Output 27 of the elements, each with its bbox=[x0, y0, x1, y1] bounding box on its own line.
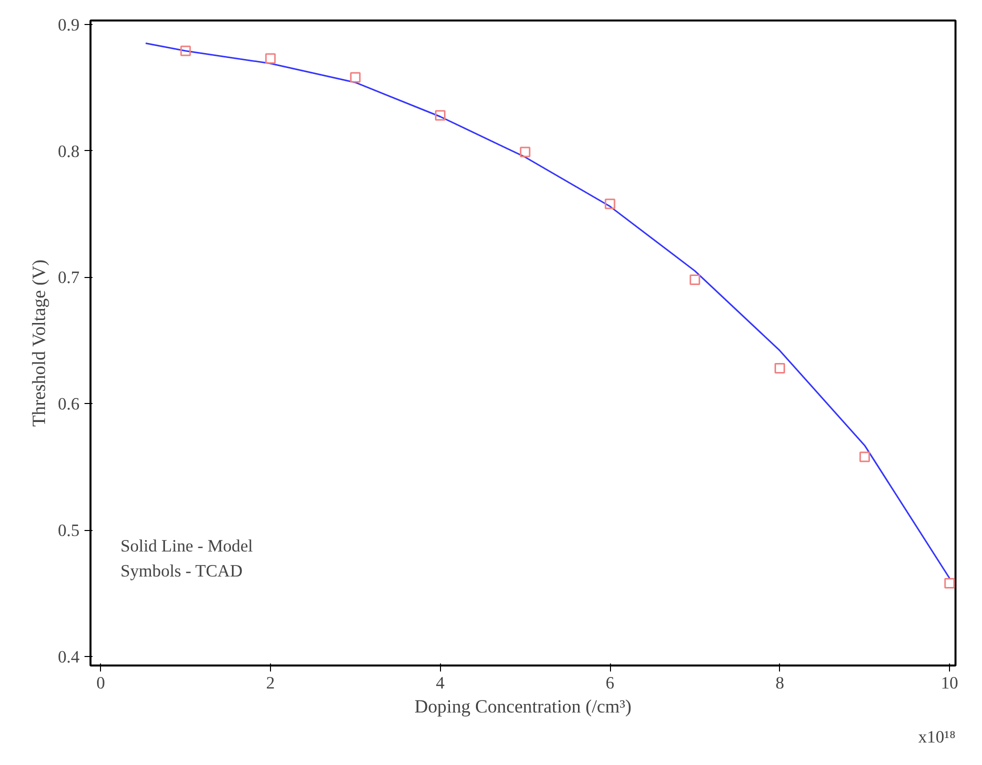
y-tick-label: 0.5 bbox=[58, 521, 80, 540]
x-tick-label: 2 bbox=[266, 674, 275, 692]
y-tick-label: 0.9 bbox=[58, 15, 80, 34]
x-tick-label: 10 bbox=[940, 674, 958, 692]
x-tick-label: 6 bbox=[606, 674, 615, 692]
y-tick-label: 0.8 bbox=[58, 142, 80, 161]
point bbox=[180, 46, 191, 56]
text: x10¹⁸ bbox=[918, 728, 956, 746]
point bbox=[265, 53, 276, 64]
point bbox=[944, 578, 955, 589]
y-tick-label: 0.6 bbox=[58, 394, 80, 414]
y-tick-label: 0.4 bbox=[58, 648, 80, 667]
annotation: Symbols - TCAD bbox=[120, 562, 242, 580]
point bbox=[434, 110, 446, 121]
point bbox=[774, 363, 786, 374]
y-tick-label: 0.7 bbox=[58, 268, 80, 288]
y-axis-title: Threshold Voltage (V) bbox=[28, 260, 50, 427]
x-tick-label: 4 bbox=[436, 674, 445, 692]
point bbox=[520, 146, 530, 158]
x-tick-label: 0 bbox=[96, 674, 106, 692]
x-axis-title: Doping Concentration (/cm³) bbox=[414, 696, 632, 718]
point bbox=[690, 274, 700, 286]
annotation: Solid Line - Model bbox=[120, 536, 254, 556]
x-tick-label: 8 bbox=[775, 674, 784, 692]
point bbox=[604, 198, 616, 210]
point bbox=[350, 72, 361, 83]
point bbox=[859, 452, 870, 462]
